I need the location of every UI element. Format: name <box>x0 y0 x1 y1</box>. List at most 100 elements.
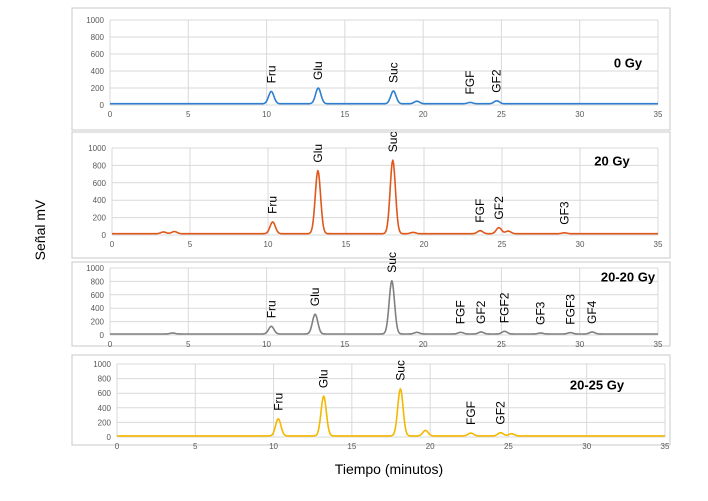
y-tick-label: 0 <box>100 331 105 340</box>
peak-label: FGF3 <box>563 294 577 325</box>
x-tick-label: 35 <box>654 110 663 119</box>
chromatogram-panel: 0 200 400 600 800 1000 0 5 10 15 20 25 30 35 Fru Glu Suc… <box>71 131 671 259</box>
x-tick-label: 35 <box>654 340 663 349</box>
peak-label: GF3 <box>557 201 571 225</box>
dose-label: 20 Gy <box>594 154 630 169</box>
y-tick-label: 0 <box>100 101 105 110</box>
x-tick-label: 30 <box>575 110 584 119</box>
y-tick-label: 0 <box>102 231 107 240</box>
dose-label: 20-20 Gy <box>601 270 656 285</box>
y-tick-label: 600 <box>93 179 107 188</box>
y-tick-label: 800 <box>98 375 112 384</box>
peak-label: Glu <box>311 61 325 80</box>
x-tick-label: 25 <box>497 110 506 119</box>
peak-label: GF2 <box>474 300 488 324</box>
x-tick-label: 25 <box>504 442 513 451</box>
peak-label: Fru <box>271 393 285 411</box>
x-tick-label: 0 <box>108 110 113 119</box>
y-axis-title: Señal mV <box>32 199 48 260</box>
x-tick-label: 30 <box>576 240 585 249</box>
chromatogram-panel: 0 200 400 600 800 1000 0 5 10 15 20 25 30 35 Fru Glu Suc… <box>71 7 671 131</box>
chromatogram-trace <box>116 388 666 437</box>
y-tick-label: 400 <box>91 67 105 76</box>
x-tick-label: 5 <box>193 442 198 451</box>
peak-label: FGF2 <box>498 292 512 323</box>
x-tick-label: 30 <box>575 340 584 349</box>
chromatogram-panel: 0 200 400 600 800 1000 0 5 10 15 20 25 30 35 Fru Glu Suc… <box>71 354 671 451</box>
y-tick-label: 200 <box>91 318 105 327</box>
x-tick-label: 15 <box>340 110 349 119</box>
x-tick-label: 10 <box>262 340 271 349</box>
peak-label: Glu <box>308 288 322 307</box>
peak-label: GF2 <box>490 69 504 93</box>
x-tick-label: 20 <box>419 340 428 349</box>
y-tick-label: 1000 <box>86 16 104 25</box>
y-tick-label: 1000 <box>93 360 111 369</box>
x-tick-label: 25 <box>497 340 506 349</box>
peak-label: FGF <box>454 300 468 324</box>
peak-label: Suc <box>393 360 407 381</box>
x-tick-label: 15 <box>347 442 356 451</box>
x-tick-label: 10 <box>264 240 273 249</box>
x-tick-label: 5 <box>186 340 191 349</box>
x-tick-label: 25 <box>498 240 507 249</box>
peak-label: Glu <box>311 144 325 163</box>
x-axis-title: Tiempo (minutos) <box>335 461 443 477</box>
peak-label: Suc <box>386 62 400 83</box>
peak-label: Fru <box>264 65 278 83</box>
chromatogram-trace <box>109 279 659 335</box>
x-tick-label: 35 <box>661 442 670 451</box>
x-tick-label: 20 <box>420 240 429 249</box>
x-tick-label: 10 <box>269 442 278 451</box>
panel-frame <box>71 131 671 259</box>
y-tick-label: 400 <box>98 404 112 413</box>
peak-label: Glu <box>317 369 331 388</box>
x-tick-label: 5 <box>186 110 191 119</box>
chromatogram-trace <box>109 87 659 105</box>
peak-label: FGF <box>473 199 487 223</box>
x-tick-label: 0 <box>115 442 120 451</box>
y-tick-label: 1000 <box>88 144 106 153</box>
peak-label: Fru <box>264 300 278 318</box>
x-tick-label: 15 <box>340 340 349 349</box>
peak-label: Suc <box>386 132 400 153</box>
x-tick-label: 15 <box>342 240 351 249</box>
y-tick-label: 600 <box>98 389 112 398</box>
x-tick-label: 30 <box>582 442 591 451</box>
x-tick-label: 0 <box>110 240 115 249</box>
x-tick-label: 5 <box>188 240 193 249</box>
y-tick-label: 400 <box>91 304 105 313</box>
y-tick-label: 600 <box>91 50 105 59</box>
x-tick-label: 35 <box>654 240 663 249</box>
x-tick-label: 20 <box>419 110 428 119</box>
y-tick-label: 600 <box>91 291 105 300</box>
x-tick-label: 0 <box>108 340 113 349</box>
y-tick-label: 200 <box>93 214 107 223</box>
y-tick-label: 1000 <box>86 264 104 273</box>
peak-label: GF2 <box>494 401 508 425</box>
chromatogram-panel: 0 200 400 600 800 1000 0 5 10 15 20 25 30 35 Fru Glu Suc… <box>71 252 671 349</box>
y-tick-label: 800 <box>91 277 105 286</box>
y-tick-label: 200 <box>98 418 112 427</box>
dose-label: 0 Gy <box>614 56 643 71</box>
y-tick-label: 800 <box>91 33 105 42</box>
x-tick-label: 20 <box>426 442 435 451</box>
x-tick-label: 10 <box>262 110 271 119</box>
y-tick-label: 200 <box>91 84 105 93</box>
peak-label: GF4 <box>585 300 599 324</box>
peak-label: GF3 <box>534 301 548 325</box>
panel-frame <box>71 354 671 446</box>
y-tick-label: 800 <box>93 161 107 170</box>
peak-label: FGF <box>463 71 477 95</box>
peak-label: Suc <box>385 252 399 273</box>
peak-label: GF2 <box>492 196 506 220</box>
peak-label: Fru <box>266 196 280 214</box>
y-tick-label: 0 <box>107 433 112 442</box>
y-tick-label: 400 <box>93 196 107 205</box>
dose-label: 20-25 Gy <box>570 378 625 393</box>
peak-label: FGF <box>464 401 478 425</box>
chromatogram-trace <box>111 159 659 235</box>
panel-frame <box>71 7 671 131</box>
